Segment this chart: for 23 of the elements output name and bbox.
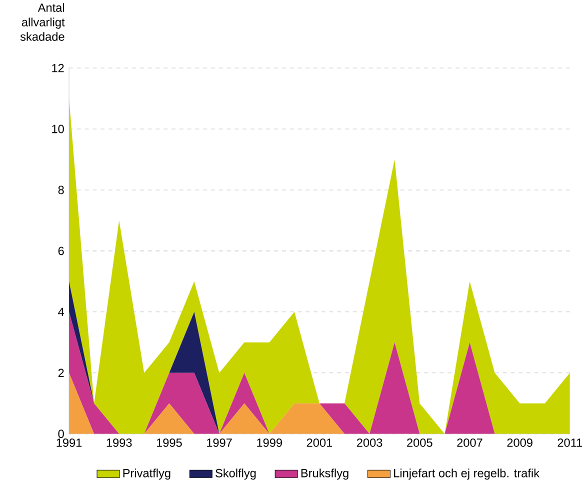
x-tick-label: 2011: [558, 438, 582, 447]
x-tick-label: 2005: [407, 438, 432, 447]
y-tick-label: 2: [58, 368, 64, 377]
y-axis-title: Antal allvarligt skadade: [20, 3, 65, 41]
y-tick-label: 4: [58, 308, 64, 316]
y-tick-label: 8: [58, 186, 64, 194]
y-tick-label: 6: [58, 246, 64, 256]
x-tick-label: 1995: [156, 438, 182, 447]
legend-label: Privatflyg: [123, 468, 170, 480]
legend-label: Linjefart och ej regelb. trafik: [394, 468, 540, 480]
x-tick-label: 2001: [306, 438, 332, 447]
x-tick-label: 1993: [106, 438, 132, 447]
legend-label: Bruksflyg: [301, 468, 348, 480]
y-tick-label: 10: [52, 124, 64, 134]
x-tick-label: 2009: [507, 438, 532, 447]
legend-label: Skolflyg: [216, 468, 256, 480]
y-tick-label: 0: [58, 430, 64, 438]
x-tick-label: 2007: [457, 438, 482, 447]
x-tick-label: 1999: [257, 438, 282, 447]
x-tick-label: 1997: [207, 438, 232, 447]
x-tick-label: 2003: [356, 438, 382, 447]
y-tick-label: 12: [52, 64, 64, 72]
x-tick-label: 1991: [56, 438, 82, 447]
